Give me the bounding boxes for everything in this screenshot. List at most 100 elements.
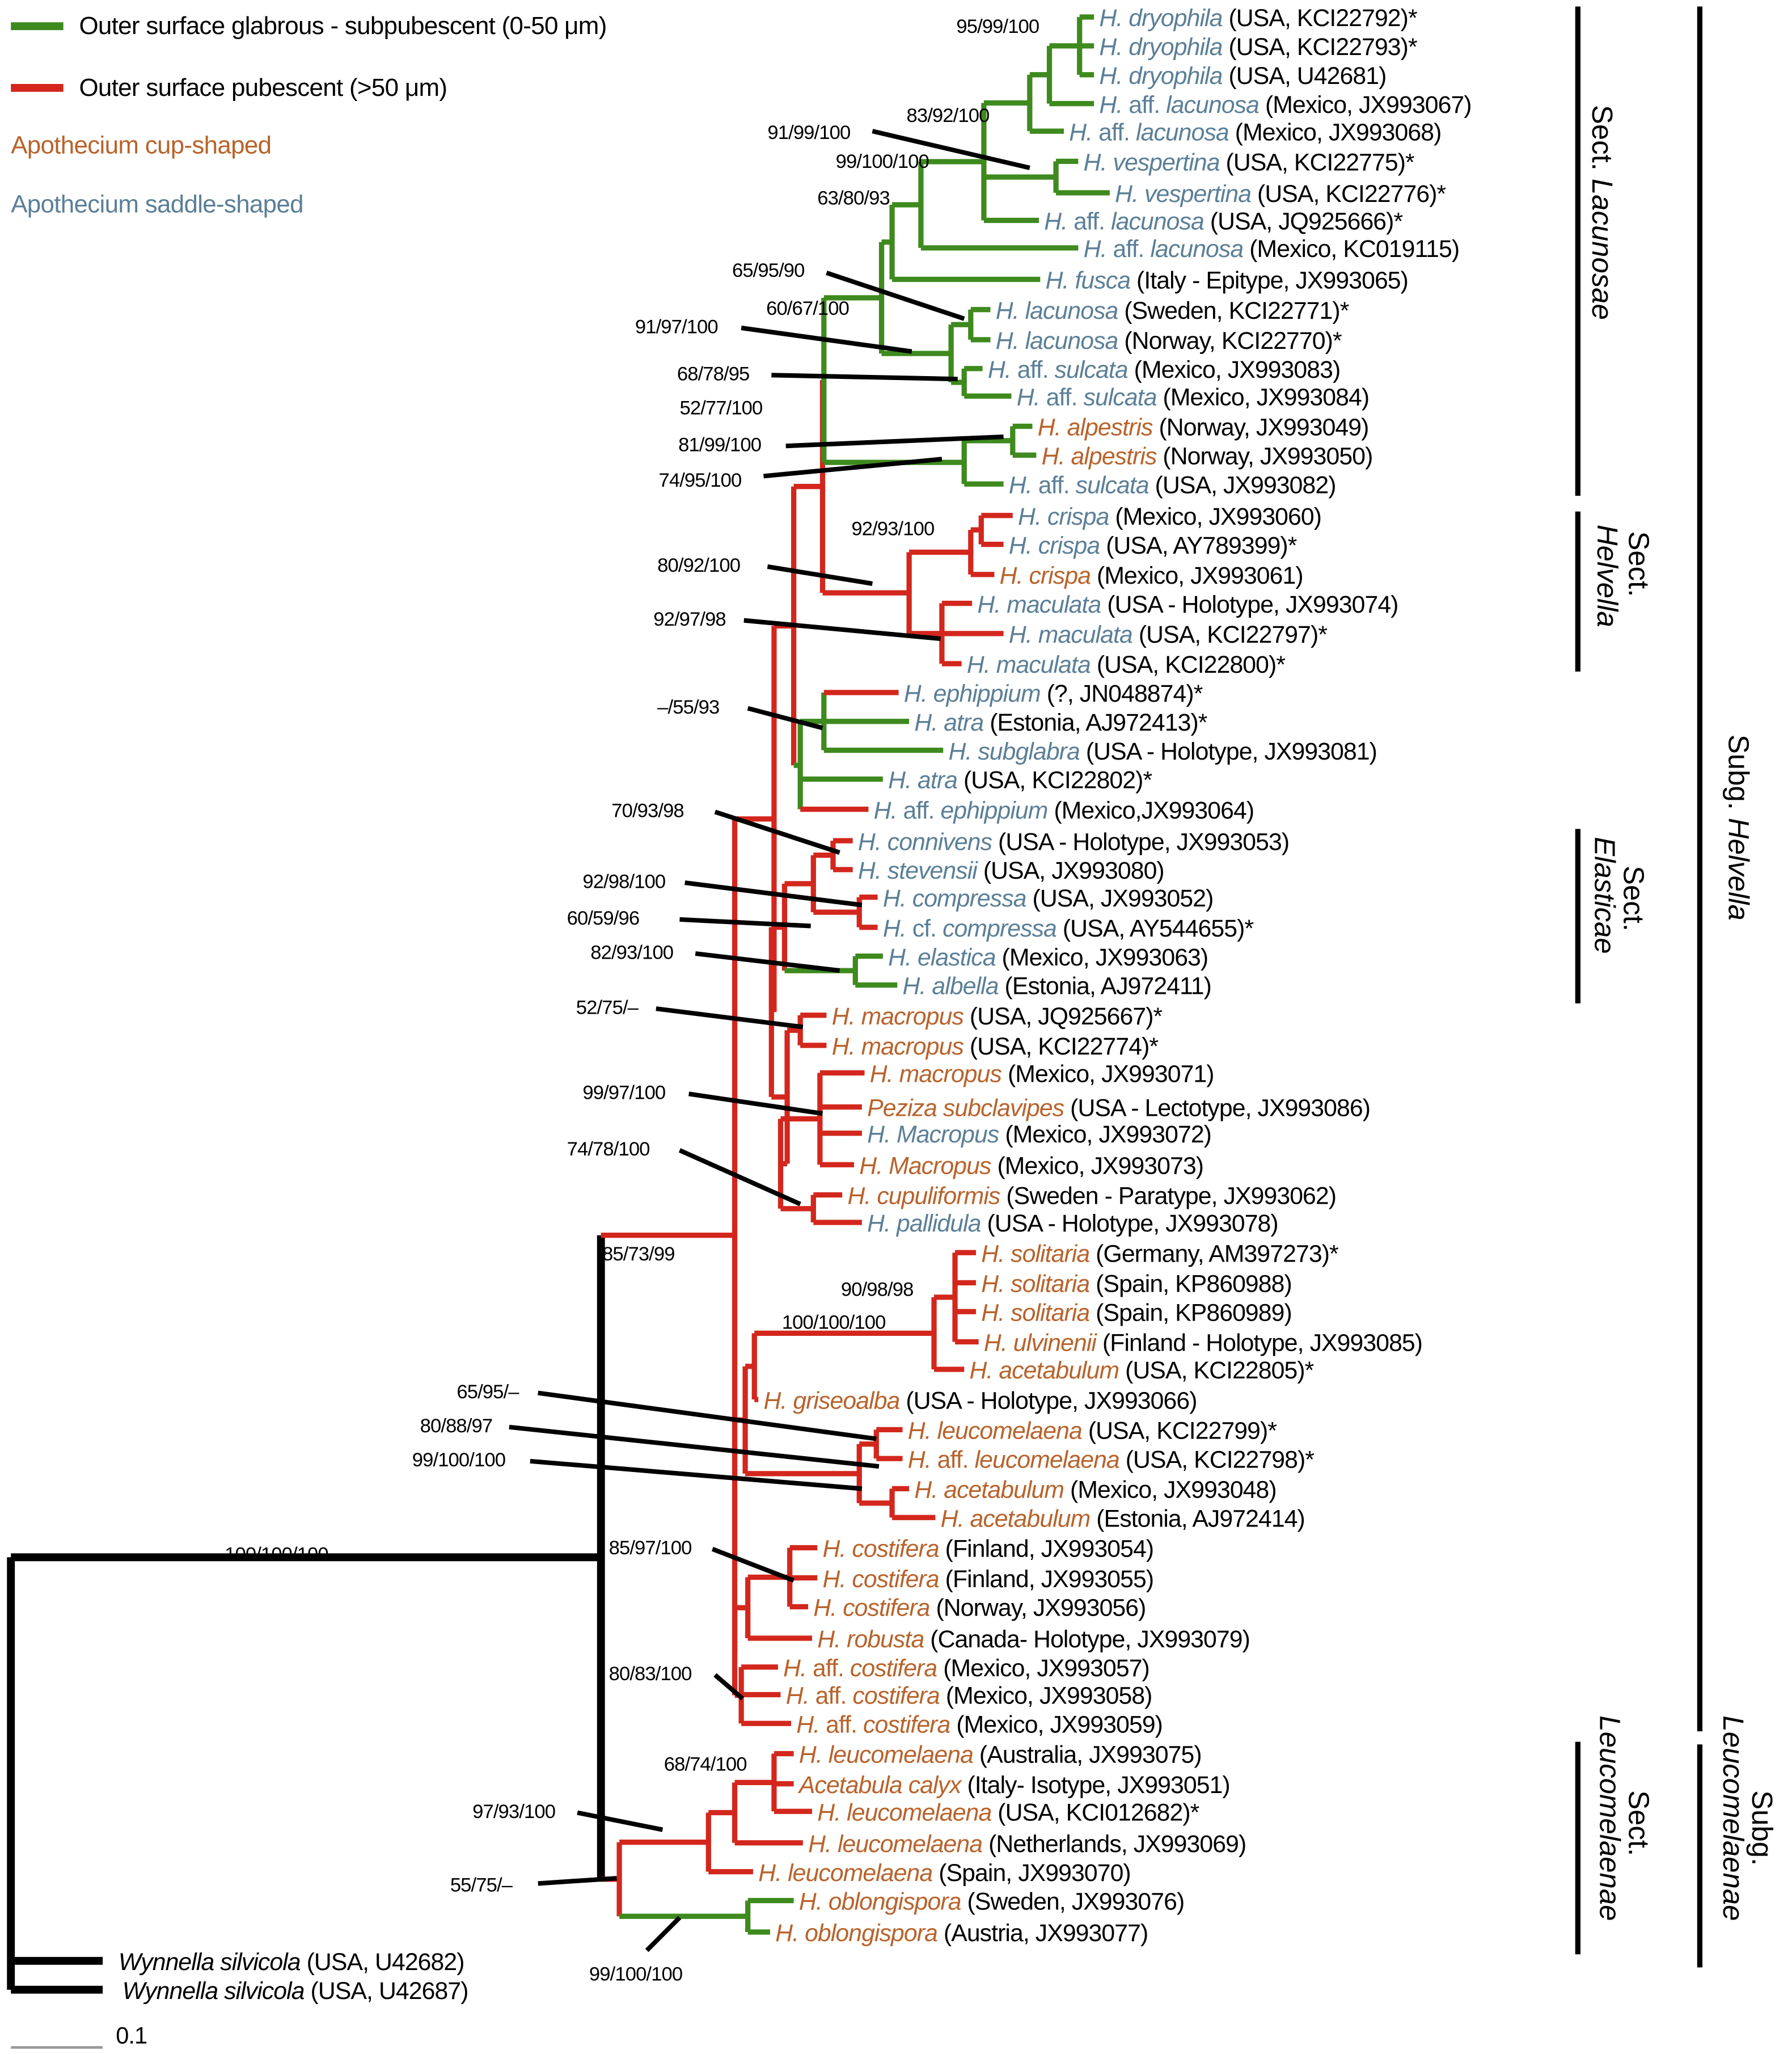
taxon-name: aff. [903, 797, 941, 824]
taxon-info: (USA, KCI22797)* [1132, 621, 1327, 648]
taxon-label: H. acetabulum (Estonia, AJ972414) [941, 1505, 1305, 1532]
taxon-name: H. acetabulum [969, 1357, 1119, 1384]
taxon-name: H. dryophila [1099, 5, 1222, 32]
taxon-label: H. crispa (Mexico, JX993061) [1000, 562, 1303, 589]
taxon-info: (Mexico, JX993059) [950, 1711, 1163, 1738]
taxon-name: H. alpestris [1038, 414, 1153, 441]
taxon-info: (Finland, JX993054) [939, 1536, 1154, 1563]
taxon-name: H. alpestris [1042, 443, 1157, 470]
taxon-label: H. dryophila (USA, U42681) [1099, 62, 1386, 90]
taxon-name: Acetabula calyx [797, 1772, 962, 1799]
taxon-label: H. aff. leucomelaena (USA, KCI22798)* [908, 1446, 1314, 1473]
taxon-name: H. subglabra [948, 738, 1080, 765]
taxon-info: (USA, JX993080) [977, 857, 1164, 884]
taxon-info: (USA, U42681) [1223, 62, 1387, 90]
taxon-name: H. solitaria [981, 1271, 1089, 1298]
taxon-name: H. [1084, 235, 1113, 263]
taxon-info: (Norway, JX993049) [1153, 414, 1369, 441]
taxon-name: H. [908, 1446, 937, 1473]
support-leader-lines [509, 129, 1030, 1952]
taxon-name: H. acetabulum [941, 1505, 1091, 1532]
support-leader-line [826, 271, 965, 321]
taxon-label: H. cupuliformis (Sweden - Paratype, JX99… [847, 1183, 1336, 1210]
group-bars: Sect. LacunosaeSect.HelvellaSect.Elastic… [1575, 6, 1778, 1968]
group-rank: Subg. [1746, 1790, 1778, 1866]
taxon-info: (Sweden, KCI22771)* [1118, 297, 1349, 324]
taxon-info: (Mexico, JX993063) [996, 944, 1208, 971]
taxon-info: (USA, KCI22798)* [1119, 1446, 1314, 1473]
taxon-name: H. cupuliformis [847, 1183, 1000, 1210]
taxon-name: aff. [826, 1711, 863, 1738]
taxon-label: H. stevensii (USA, JX993080) [858, 857, 1164, 884]
taxon-name: H. crispa [1000, 562, 1091, 589]
taxon-info: (Mexico, JX993057) [937, 1655, 1149, 1682]
taxon-name: H. vespertina [1084, 149, 1220, 176]
taxon-name: H. maculata [977, 591, 1101, 618]
taxon-name: H. elastica [888, 944, 996, 971]
support-leader-line [688, 1091, 823, 1116]
taxon-name: H. atra [888, 767, 957, 794]
taxon-info: (Mexico, JX993061) [1091, 562, 1303, 589]
support-value: 97/93/100 [472, 1801, 555, 1823]
legend-cup: Apothecium cup-shaped [11, 132, 271, 159]
support-value: 52/77/100 [679, 398, 762, 419]
taxon-name: H. maculata [967, 651, 1091, 678]
support-leader-line [872, 129, 1030, 170]
taxon-info: (Mexico, JX993060) [1109, 503, 1321, 530]
support-leader-line [645, 1916, 682, 1952]
taxon-name: Wynnella silvicola [119, 1948, 301, 1976]
taxon-info: (Norway, JX993056) [930, 1595, 1146, 1622]
taxon-info: (USA, JX993082) [1149, 471, 1336, 499]
taxon-name: H. stevensii [858, 857, 978, 884]
taxon-name: H. costifera [813, 1595, 929, 1622]
taxon-name: H. crispa [1018, 503, 1109, 530]
taxon-name: H. [1009, 471, 1038, 499]
taxon-name: lacunosa [1166, 91, 1259, 119]
taxon-info: (Canada- Holotype, JX993079) [924, 1626, 1250, 1653]
taxon-info: (Mexico, JX993071) [1001, 1061, 1214, 1088]
taxon-info: (Estonia, AJ972414) [1090, 1505, 1305, 1532]
taxon-name: H. [988, 356, 1017, 383]
taxon-label: H. costifera (Finland, JX993054) [823, 1536, 1154, 1563]
support-value: 99/97/100 [582, 1082, 665, 1104]
support-leader-line [577, 1810, 663, 1832]
taxon-name: sulcata [1084, 383, 1157, 411]
taxon-name: aff. [815, 1682, 853, 1710]
taxon-info: (USA, AY789399)* [1100, 532, 1296, 559]
taxon-info: (Netherlands, JX993069) [982, 1831, 1246, 1858]
taxon-label: Wynnella silvicola (USA, U42682) [119, 1948, 464, 1976]
taxon-label: H. acetabulum (Mexico, JX993048) [914, 1477, 1276, 1504]
taxon-label: H. dryophila (USA, KCI22792)* [1099, 5, 1417, 32]
taxon-name: lacunosa [1136, 119, 1229, 146]
taxon-label: H. aff. sulcata (Mexico, JX993083) [988, 356, 1340, 383]
scale-bar-label: 0.1 [116, 2022, 147, 2049]
taxon-name: aff. [1098, 119, 1136, 146]
group-name: Helvella [1591, 525, 1624, 627]
support-value: 90/98/98 [841, 1279, 914, 1301]
taxon-name: H. atra [914, 709, 983, 736]
support-value: 91/97/100 [635, 316, 718, 338]
taxon-label: H. atra (USA, KCI22802)* [888, 767, 1152, 794]
support-leader-line [679, 917, 811, 929]
taxon-label: H. subglabra (USA - Holotype, JX993081) [948, 738, 1377, 765]
taxon-name: H. leucomelaena [817, 1799, 991, 1826]
taxon-label: H. leucomelaena (Australia, JX993075) [799, 1741, 1202, 1769]
taxon-name: H. crispa [1009, 532, 1100, 559]
scale-bar: 0.1 [11, 2022, 147, 2049]
taxon-label: H. macropus (Mexico, JX993071) [870, 1061, 1214, 1088]
support-value: 55/75/– [450, 1874, 513, 1896]
support-value: 85/73/99 [602, 1243, 675, 1265]
taxon-info: (USA - Holotype, JX993053) [992, 828, 1289, 855]
taxon-name: H. [796, 1711, 826, 1738]
taxon-label: H. aff. lacunosa (Mexico, JX993068) [1069, 119, 1441, 146]
taxon-info: (Mexico, JX993048) [1064, 1477, 1277, 1504]
taxon-name: sulcata [1055, 356, 1128, 383]
taxon-info: (USA, KCI22776)* [1251, 180, 1446, 208]
taxon-info: (USA, KCI22800)* [1091, 651, 1285, 678]
group-rank: Sect. [1623, 1790, 1655, 1856]
taxon-name: H. leucomelaena [808, 1831, 982, 1858]
taxon-info: (USA, KCI22799)* [1082, 1418, 1277, 1445]
taxon-name: H. compressa [883, 885, 1026, 912]
taxon-info: (USA - Holotype, JX993081) [1080, 738, 1377, 765]
